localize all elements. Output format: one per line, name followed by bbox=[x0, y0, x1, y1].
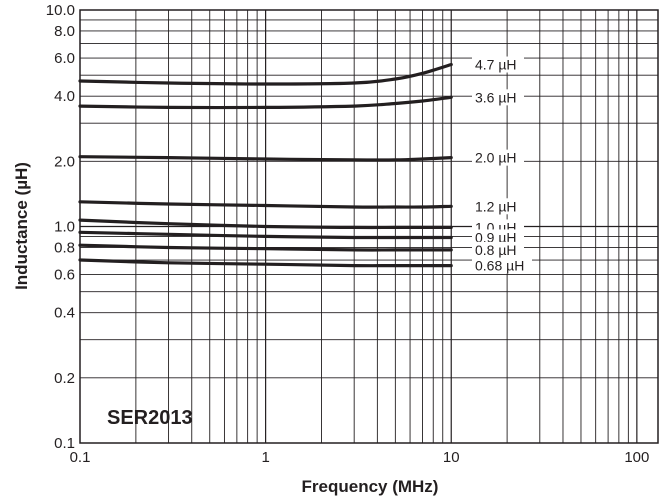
y-tick-label: 4.0 bbox=[54, 88, 75, 105]
y-tick-label: 1.0 bbox=[54, 219, 75, 236]
y-tick-label: 0.4 bbox=[54, 305, 75, 322]
series-label: 1.2 µH bbox=[475, 198, 517, 214]
series-label-backing bbox=[472, 229, 524, 246]
x-tick-label: 0.1 bbox=[70, 449, 91, 466]
y-tick-label: 8.0 bbox=[54, 23, 75, 40]
series-label-backing bbox=[472, 241, 524, 258]
y-tick-label: 0.1 bbox=[54, 435, 75, 452]
series-line bbox=[78, 218, 453, 230]
series-line bbox=[78, 258, 453, 268]
x-tick-label: 10 bbox=[443, 449, 460, 466]
series-label-backing bbox=[472, 257, 532, 274]
series-label: 0.9 µH bbox=[475, 229, 517, 245]
series-label-backing bbox=[472, 149, 524, 166]
y-tick-labels: 0.1 0.2 0.4 0.6 0.8 1.0 2.0 4.0 6.0 8.0 10.0 bbox=[46, 2, 75, 452]
y-tick-label: 10.0 bbox=[46, 2, 75, 19]
series-labels: 4.7 µH3.6 µH2.0 µH1.2 µH1.0 µH0.9 µH0.8 … bbox=[472, 56, 532, 274]
y-tick-label: 2.0 bbox=[54, 153, 75, 170]
y-tick-label: 0.8 bbox=[54, 239, 75, 256]
x-tick-labels: 0.1 1 10 100 bbox=[70, 449, 650, 466]
x-tick-label: 1 bbox=[261, 449, 269, 466]
series-label: 0.8 µH bbox=[475, 242, 517, 258]
series-line bbox=[78, 62, 453, 86]
series-line bbox=[78, 230, 453, 240]
series-label: 0.68 µH bbox=[475, 258, 524, 274]
y-axis-title: Inductance (µH) bbox=[12, 162, 31, 290]
x-tick-label: 100 bbox=[624, 449, 649, 466]
y-tick-label: 0.2 bbox=[54, 370, 75, 387]
series-label-backing bbox=[472, 89, 524, 106]
plot-frame bbox=[79, 9, 659, 444]
y-tick-label: 6.0 bbox=[54, 50, 75, 67]
series-line bbox=[78, 95, 453, 110]
series-label: 3.6 µH bbox=[475, 89, 517, 105]
chart-series bbox=[78, 62, 453, 268]
series-label-backing bbox=[472, 198, 524, 215]
series-label: 2.0 µH bbox=[475, 150, 517, 166]
chart-title: SER2013 bbox=[107, 407, 193, 429]
y-tick-label: 0.6 bbox=[54, 267, 75, 284]
series-line bbox=[78, 200, 453, 209]
x-axis-title: Frequency (MHz) bbox=[302, 477, 439, 496]
series-line bbox=[78, 243, 453, 252]
series-label: 4.7 µH bbox=[475, 57, 517, 73]
series-label-backing bbox=[472, 56, 524, 73]
series-line bbox=[78, 155, 453, 162]
